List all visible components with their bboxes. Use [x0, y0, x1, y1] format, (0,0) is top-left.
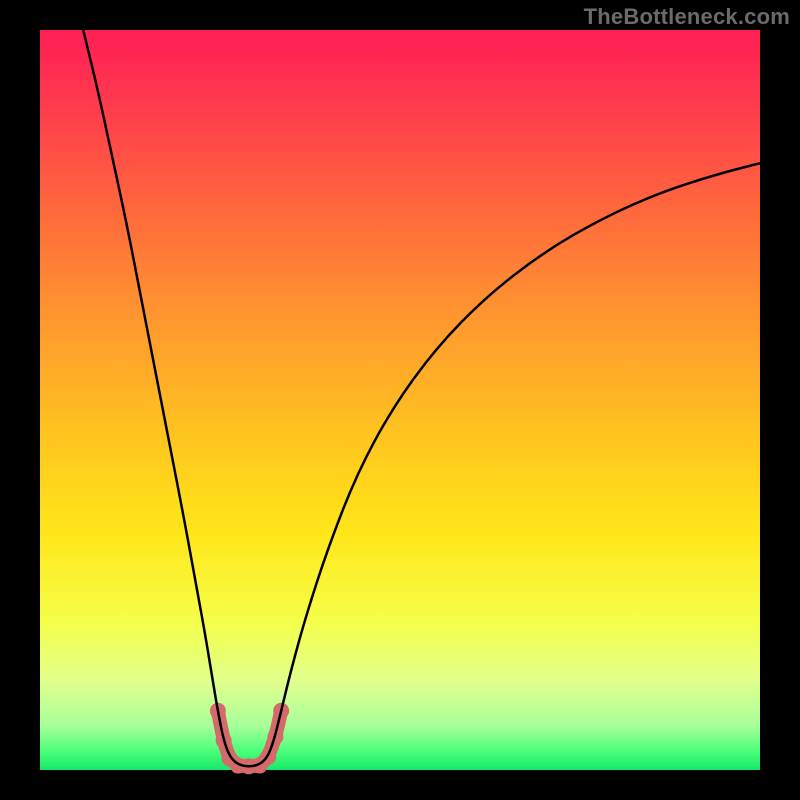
bottleneck-chart [0, 0, 800, 800]
root: TheBottleneck.com [0, 0, 800, 800]
watermark-label: TheBottleneck.com [584, 4, 790, 30]
